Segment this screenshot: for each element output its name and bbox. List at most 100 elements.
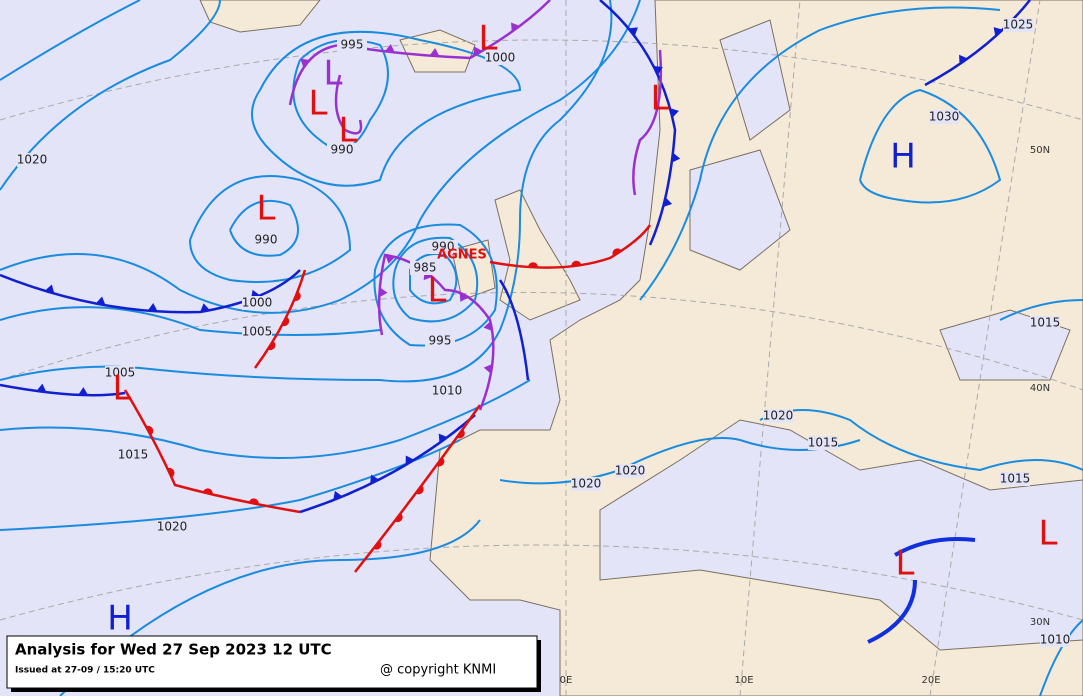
label-bg xyxy=(929,110,959,124)
label-bg xyxy=(327,143,357,157)
front-semicircle xyxy=(456,429,465,439)
front-triangle xyxy=(438,433,448,444)
front-symbol xyxy=(459,292,469,302)
front-symbol xyxy=(663,197,673,207)
isobar-label: 1015 xyxy=(1030,316,1061,330)
front-symbol xyxy=(36,383,47,393)
front-triangle xyxy=(671,152,681,163)
label-bg xyxy=(17,153,47,167)
isobar-label: 990 xyxy=(331,143,354,157)
label-bg xyxy=(242,325,272,339)
label-bg xyxy=(432,384,462,398)
front-symbol xyxy=(385,254,395,264)
graticule-label: 0E xyxy=(560,675,573,686)
front-semicircle xyxy=(436,457,445,467)
front-symbol xyxy=(200,303,210,313)
front-triangle xyxy=(483,363,493,374)
isobar-label: 1005 xyxy=(242,325,273,339)
label-bg xyxy=(615,464,645,478)
label-bg xyxy=(157,520,187,534)
isobar-label: 1015 xyxy=(808,436,839,450)
label-bg xyxy=(118,448,148,462)
front-symbol xyxy=(612,248,622,257)
front-triangle xyxy=(473,46,483,56)
front-symbol xyxy=(95,296,106,306)
front-triangle xyxy=(669,108,679,118)
isobar-label: 1015 xyxy=(118,448,149,462)
front-triangle xyxy=(78,387,89,396)
front-triangle xyxy=(36,383,47,393)
pressure-center: H xyxy=(890,137,916,177)
front-symbol xyxy=(78,387,89,396)
front-symbol xyxy=(438,433,448,444)
isobar-label: 1000 xyxy=(485,51,516,65)
front-triangle xyxy=(483,321,493,332)
front-triangle xyxy=(959,54,968,65)
copyright: @ copyright KNMI xyxy=(380,663,496,678)
storm-name: AGNES xyxy=(437,248,487,263)
front-symbol xyxy=(653,66,663,76)
fronts xyxy=(0,0,1031,644)
front-symbol xyxy=(456,429,465,439)
pressure-center: L xyxy=(339,111,358,151)
front-symbol xyxy=(528,262,539,268)
front-triangle xyxy=(429,48,440,57)
isobar-label: 985 xyxy=(414,261,437,275)
front-triangle xyxy=(663,197,673,207)
isobar-label: 1025 xyxy=(1003,18,1034,32)
front-symbol xyxy=(333,490,343,501)
pressure-center: L xyxy=(309,84,328,124)
front-symbol xyxy=(384,43,395,53)
graticule-label: 30N xyxy=(1030,617,1050,628)
front-triangle xyxy=(993,27,1003,37)
front-symbol xyxy=(405,455,415,465)
pressure-center: L xyxy=(896,544,915,584)
graticule-label: 40N xyxy=(1030,383,1050,394)
front-triangle xyxy=(44,284,55,294)
front-symbol xyxy=(669,108,679,118)
front-symbol xyxy=(145,425,154,436)
isobar-label: 995 xyxy=(429,334,452,348)
pressure-center: L xyxy=(324,54,343,94)
pressure-center: L xyxy=(1039,514,1058,554)
label-bg xyxy=(337,38,367,52)
front-symbol xyxy=(511,22,520,32)
front-triangle xyxy=(379,287,388,298)
isobar-label: 1005 xyxy=(105,366,136,380)
front-semicircle xyxy=(281,316,290,327)
front-symbol xyxy=(44,284,55,294)
pressure-center: L xyxy=(113,369,132,409)
front-triangle xyxy=(147,303,158,312)
inland-sea xyxy=(599,19,1083,651)
isobar-label: 990 xyxy=(255,233,278,247)
label-bg xyxy=(105,366,135,380)
front-triangle xyxy=(405,455,415,465)
isobar-label: 1020 xyxy=(615,464,646,478)
front-symbol xyxy=(293,291,301,302)
front-symbol xyxy=(281,316,290,327)
front-triangle xyxy=(300,58,310,68)
front-semicircle xyxy=(415,485,424,495)
label-bg xyxy=(571,477,601,491)
front-symbol xyxy=(167,467,175,478)
front-symbol xyxy=(300,58,310,68)
front-triangle xyxy=(95,296,106,306)
front-symbol xyxy=(202,488,213,495)
isobar-label: 1030 xyxy=(929,110,960,124)
front-semicircle xyxy=(612,248,622,257)
label-bg xyxy=(410,261,440,275)
front-symbol xyxy=(483,363,493,374)
front-symbol xyxy=(373,540,382,550)
pressure-center: L xyxy=(428,271,447,311)
isobar-label: 1010 xyxy=(432,384,463,398)
graticule-label: 10E xyxy=(734,675,753,686)
front-semicircle xyxy=(293,291,301,302)
pressure-center: L xyxy=(257,189,276,229)
front-symbol xyxy=(436,457,445,467)
front-triangle xyxy=(628,27,638,37)
isobar-label: 995 xyxy=(341,38,364,52)
map-title: Analysis for Wed 27 Sep 2023 12 UTC xyxy=(15,641,332,659)
front-semicircle xyxy=(202,488,213,495)
front-symbol xyxy=(248,498,259,505)
front-triangle xyxy=(333,490,343,501)
